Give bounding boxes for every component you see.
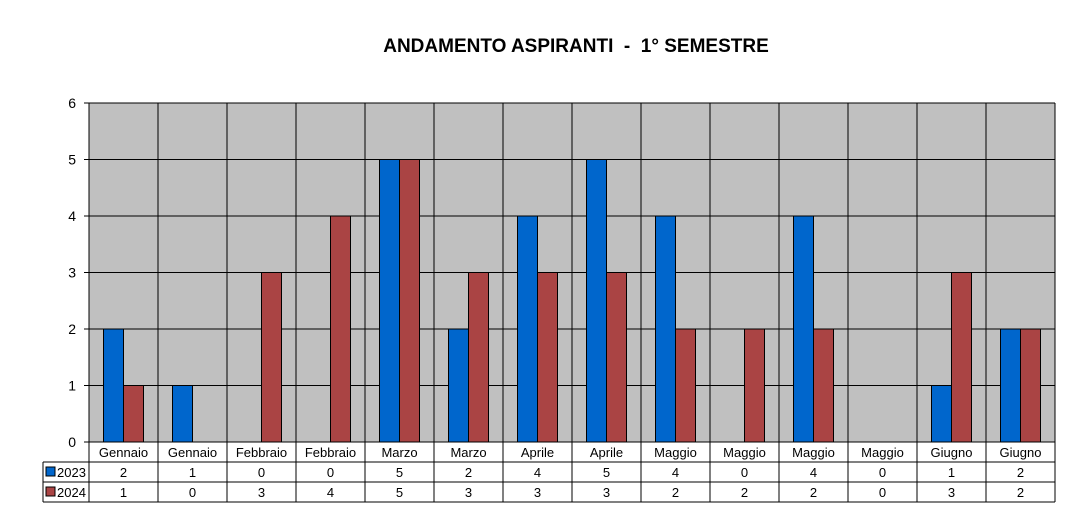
category-label: Giugno [931,445,973,460]
category-label: Marzo [381,445,417,460]
bar-2024-10 [813,328,834,443]
data-cell: 2 [1017,485,1024,500]
data-cell: 4 [327,485,334,500]
data-cell: 1 [948,465,955,480]
chart-title: ANDAMENTO ASPIRANTI - 1° SEMESTRE [383,36,769,57]
bar-2024-7 [606,272,627,443]
category-label: Maggio [723,445,766,460]
data-cell: 0 [189,485,196,500]
legend-key-2024 [45,486,56,497]
y-tick-label: 0 [68,434,76,450]
bar-2023-1 [172,385,193,443]
data-cell: 2 [1017,465,1024,480]
data-cell: 4 [810,465,817,480]
bar-2024-0 [123,385,144,443]
bar-2023-13 [1000,328,1021,443]
data-cell: 5 [396,485,403,500]
bar-2023-0 [103,328,124,443]
y-tick-label: 2 [68,321,76,337]
bar-2023-5 [448,328,469,443]
bar-2024-12 [951,272,972,443]
category-label: Giugno [1000,445,1042,460]
category-label: Febbraio [236,445,287,460]
data-cell: 4 [672,465,679,480]
data-cell: 0 [879,465,886,480]
category-label: Aprile [521,445,554,460]
bar-2023-10 [793,215,814,443]
bar-2024-9 [744,328,765,443]
y-tick-label: 1 [68,378,76,394]
data-cell: 0 [258,465,265,480]
category-label: Maggio [654,445,697,460]
data-cell: 3 [948,485,955,500]
data-cell: 1 [120,485,127,500]
bar-2024-8 [675,328,696,443]
y-axis: 0 1 2 3 4 5 6 [68,95,90,450]
bar-2023-12 [931,385,952,443]
y-tick-label: 3 [68,265,76,281]
bar-2024-5 [468,272,489,443]
bar-2023-8 [655,215,676,443]
data-cell: 3 [603,485,610,500]
bar-2024-13 [1020,328,1041,443]
data-cell: 0 [741,465,748,480]
gridlines [88,102,1056,443]
category-label: Gennaio [168,445,217,460]
data-cell: 2 [120,465,127,480]
bar-2024-6 [537,272,558,443]
data-cell: 5 [603,465,610,480]
data-cell: 0 [327,465,334,480]
category-label: Maggio [861,445,904,460]
legend-key-2023 [45,466,56,477]
legend-label-2023: 2023 [57,465,86,480]
data-cell: 3 [465,485,472,500]
category-label: Aprile [590,445,623,460]
bars [103,159,1041,443]
legend-label-2024: 2024 [57,485,86,500]
data-cell: 5 [396,465,403,480]
data-cell: 2 [741,485,748,500]
bar-2023-6 [517,215,538,443]
bar-2024-3 [330,215,351,443]
bar-2024-2 [261,272,282,443]
category-label: Febbraio [305,445,356,460]
category-label: Gennaio [99,445,148,460]
data-cell: 0 [879,485,886,500]
y-tick-label: 6 [68,95,76,111]
bar-2024-4 [399,159,420,443]
bar-2023-7 [586,159,607,443]
data-cell: 3 [534,485,541,500]
data-cell: 2 [672,485,679,500]
data-cell: 2 [810,485,817,500]
data-cell: 4 [534,465,541,480]
y-tick-label: 4 [68,208,76,224]
category-label: Marzo [450,445,486,460]
data-cell: 3 [258,485,265,500]
bar-2023-4 [379,159,400,443]
y-tick-label: 5 [68,152,76,168]
category-label: Maggio [792,445,835,460]
data-table: Gennaio Gennaio Febbraio Febbraio Marzo Marzo… [42,442,1056,503]
data-cell: 2 [465,465,472,480]
data-cell: 1 [189,465,196,480]
